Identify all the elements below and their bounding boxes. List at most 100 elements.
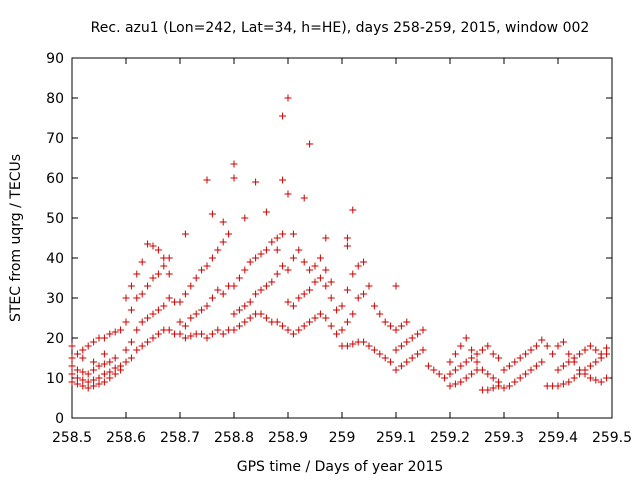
data-point bbox=[500, 384, 508, 392]
data-point bbox=[511, 358, 519, 366]
data-point bbox=[68, 342, 76, 350]
data-point bbox=[300, 322, 308, 330]
data-point bbox=[360, 290, 368, 298]
data-point bbox=[165, 270, 173, 278]
data-point bbox=[68, 370, 76, 378]
axis-ticks: 258.5 258.6 258.7 258.8 258.9 259 259.1 259.2 25… bbox=[46, 51, 632, 446]
data-point bbox=[198, 306, 206, 314]
data-point bbox=[144, 338, 152, 346]
data-point bbox=[154, 306, 162, 314]
data-point bbox=[516, 354, 524, 362]
data-point bbox=[208, 294, 216, 302]
data-point bbox=[79, 368, 87, 376]
data-point bbox=[106, 330, 114, 338]
data-point bbox=[327, 322, 335, 330]
data-point bbox=[554, 382, 562, 390]
x-tick-label: 259 bbox=[329, 430, 356, 446]
data-point bbox=[397, 362, 405, 370]
data-point bbox=[208, 330, 216, 338]
data-point bbox=[349, 310, 357, 318]
data-point bbox=[311, 262, 319, 270]
data-point bbox=[289, 302, 297, 310]
data-point bbox=[311, 314, 319, 322]
data-point bbox=[462, 374, 470, 382]
data-point bbox=[73, 366, 81, 374]
data-point bbox=[522, 370, 530, 378]
x-tick-label: 258.5 bbox=[52, 430, 92, 446]
data-point bbox=[117, 326, 125, 334]
data-point bbox=[284, 94, 292, 102]
data-point bbox=[100, 334, 108, 342]
data-point bbox=[257, 286, 265, 294]
data-point bbox=[316, 254, 324, 262]
data-point bbox=[84, 378, 92, 386]
data-point bbox=[451, 366, 459, 374]
data-point bbox=[90, 366, 98, 374]
data-point bbox=[111, 328, 119, 336]
data-point bbox=[100, 360, 108, 368]
data-point bbox=[90, 358, 98, 366]
x-tick-label: 258.8 bbox=[214, 430, 254, 446]
data-point bbox=[338, 302, 346, 310]
x-tick-label: 258.9 bbox=[268, 430, 308, 446]
data-point bbox=[79, 346, 87, 354]
data-point bbox=[154, 246, 162, 254]
data-point bbox=[592, 346, 600, 354]
data-point bbox=[381, 354, 389, 362]
data-point bbox=[106, 358, 114, 366]
data-point bbox=[532, 362, 540, 370]
data-point bbox=[181, 322, 189, 330]
data-point bbox=[198, 266, 206, 274]
data-point bbox=[106, 374, 114, 382]
data-point bbox=[408, 354, 416, 362]
data-point bbox=[516, 374, 524, 382]
data-point bbox=[343, 286, 351, 294]
data-point bbox=[79, 376, 87, 384]
data-point bbox=[273, 246, 281, 254]
data-point bbox=[360, 258, 368, 266]
data-point bbox=[500, 366, 508, 374]
data-point bbox=[246, 314, 254, 322]
data-point bbox=[468, 346, 476, 354]
data-point bbox=[203, 262, 211, 270]
data-point bbox=[252, 178, 260, 186]
data-point bbox=[165, 326, 173, 334]
data-point bbox=[144, 314, 152, 322]
data-point bbox=[527, 366, 535, 374]
data-point bbox=[559, 362, 567, 370]
data-point bbox=[576, 366, 584, 374]
data-point bbox=[73, 380, 81, 388]
data-point bbox=[262, 314, 270, 322]
data-point bbox=[586, 374, 594, 382]
data-point bbox=[176, 318, 184, 326]
data-point bbox=[252, 290, 260, 298]
data-point bbox=[408, 334, 416, 342]
x-tick-label: 259.2 bbox=[430, 430, 470, 446]
data-point bbox=[435, 370, 443, 378]
data-point bbox=[597, 378, 605, 386]
data-point bbox=[160, 302, 168, 310]
data-point bbox=[473, 350, 481, 358]
data-point bbox=[79, 382, 87, 390]
data-point bbox=[468, 370, 476, 378]
data-point bbox=[565, 378, 573, 386]
data-point bbox=[376, 310, 384, 318]
data-point bbox=[495, 378, 503, 386]
data-point bbox=[214, 246, 222, 254]
y-tick-label: 70 bbox=[46, 131, 64, 147]
data-point bbox=[511, 378, 519, 386]
data-point bbox=[478, 366, 486, 374]
data-point bbox=[219, 238, 227, 246]
data-point bbox=[403, 338, 411, 346]
data-point bbox=[230, 174, 238, 182]
data-point bbox=[122, 294, 130, 302]
data-point bbox=[106, 368, 114, 376]
data-point bbox=[208, 254, 216, 262]
data-point bbox=[219, 330, 227, 338]
data-point bbox=[219, 290, 227, 298]
data-point bbox=[306, 266, 314, 274]
data-point bbox=[322, 234, 330, 242]
data-point bbox=[235, 274, 243, 282]
data-point bbox=[392, 346, 400, 354]
data-point bbox=[300, 290, 308, 298]
